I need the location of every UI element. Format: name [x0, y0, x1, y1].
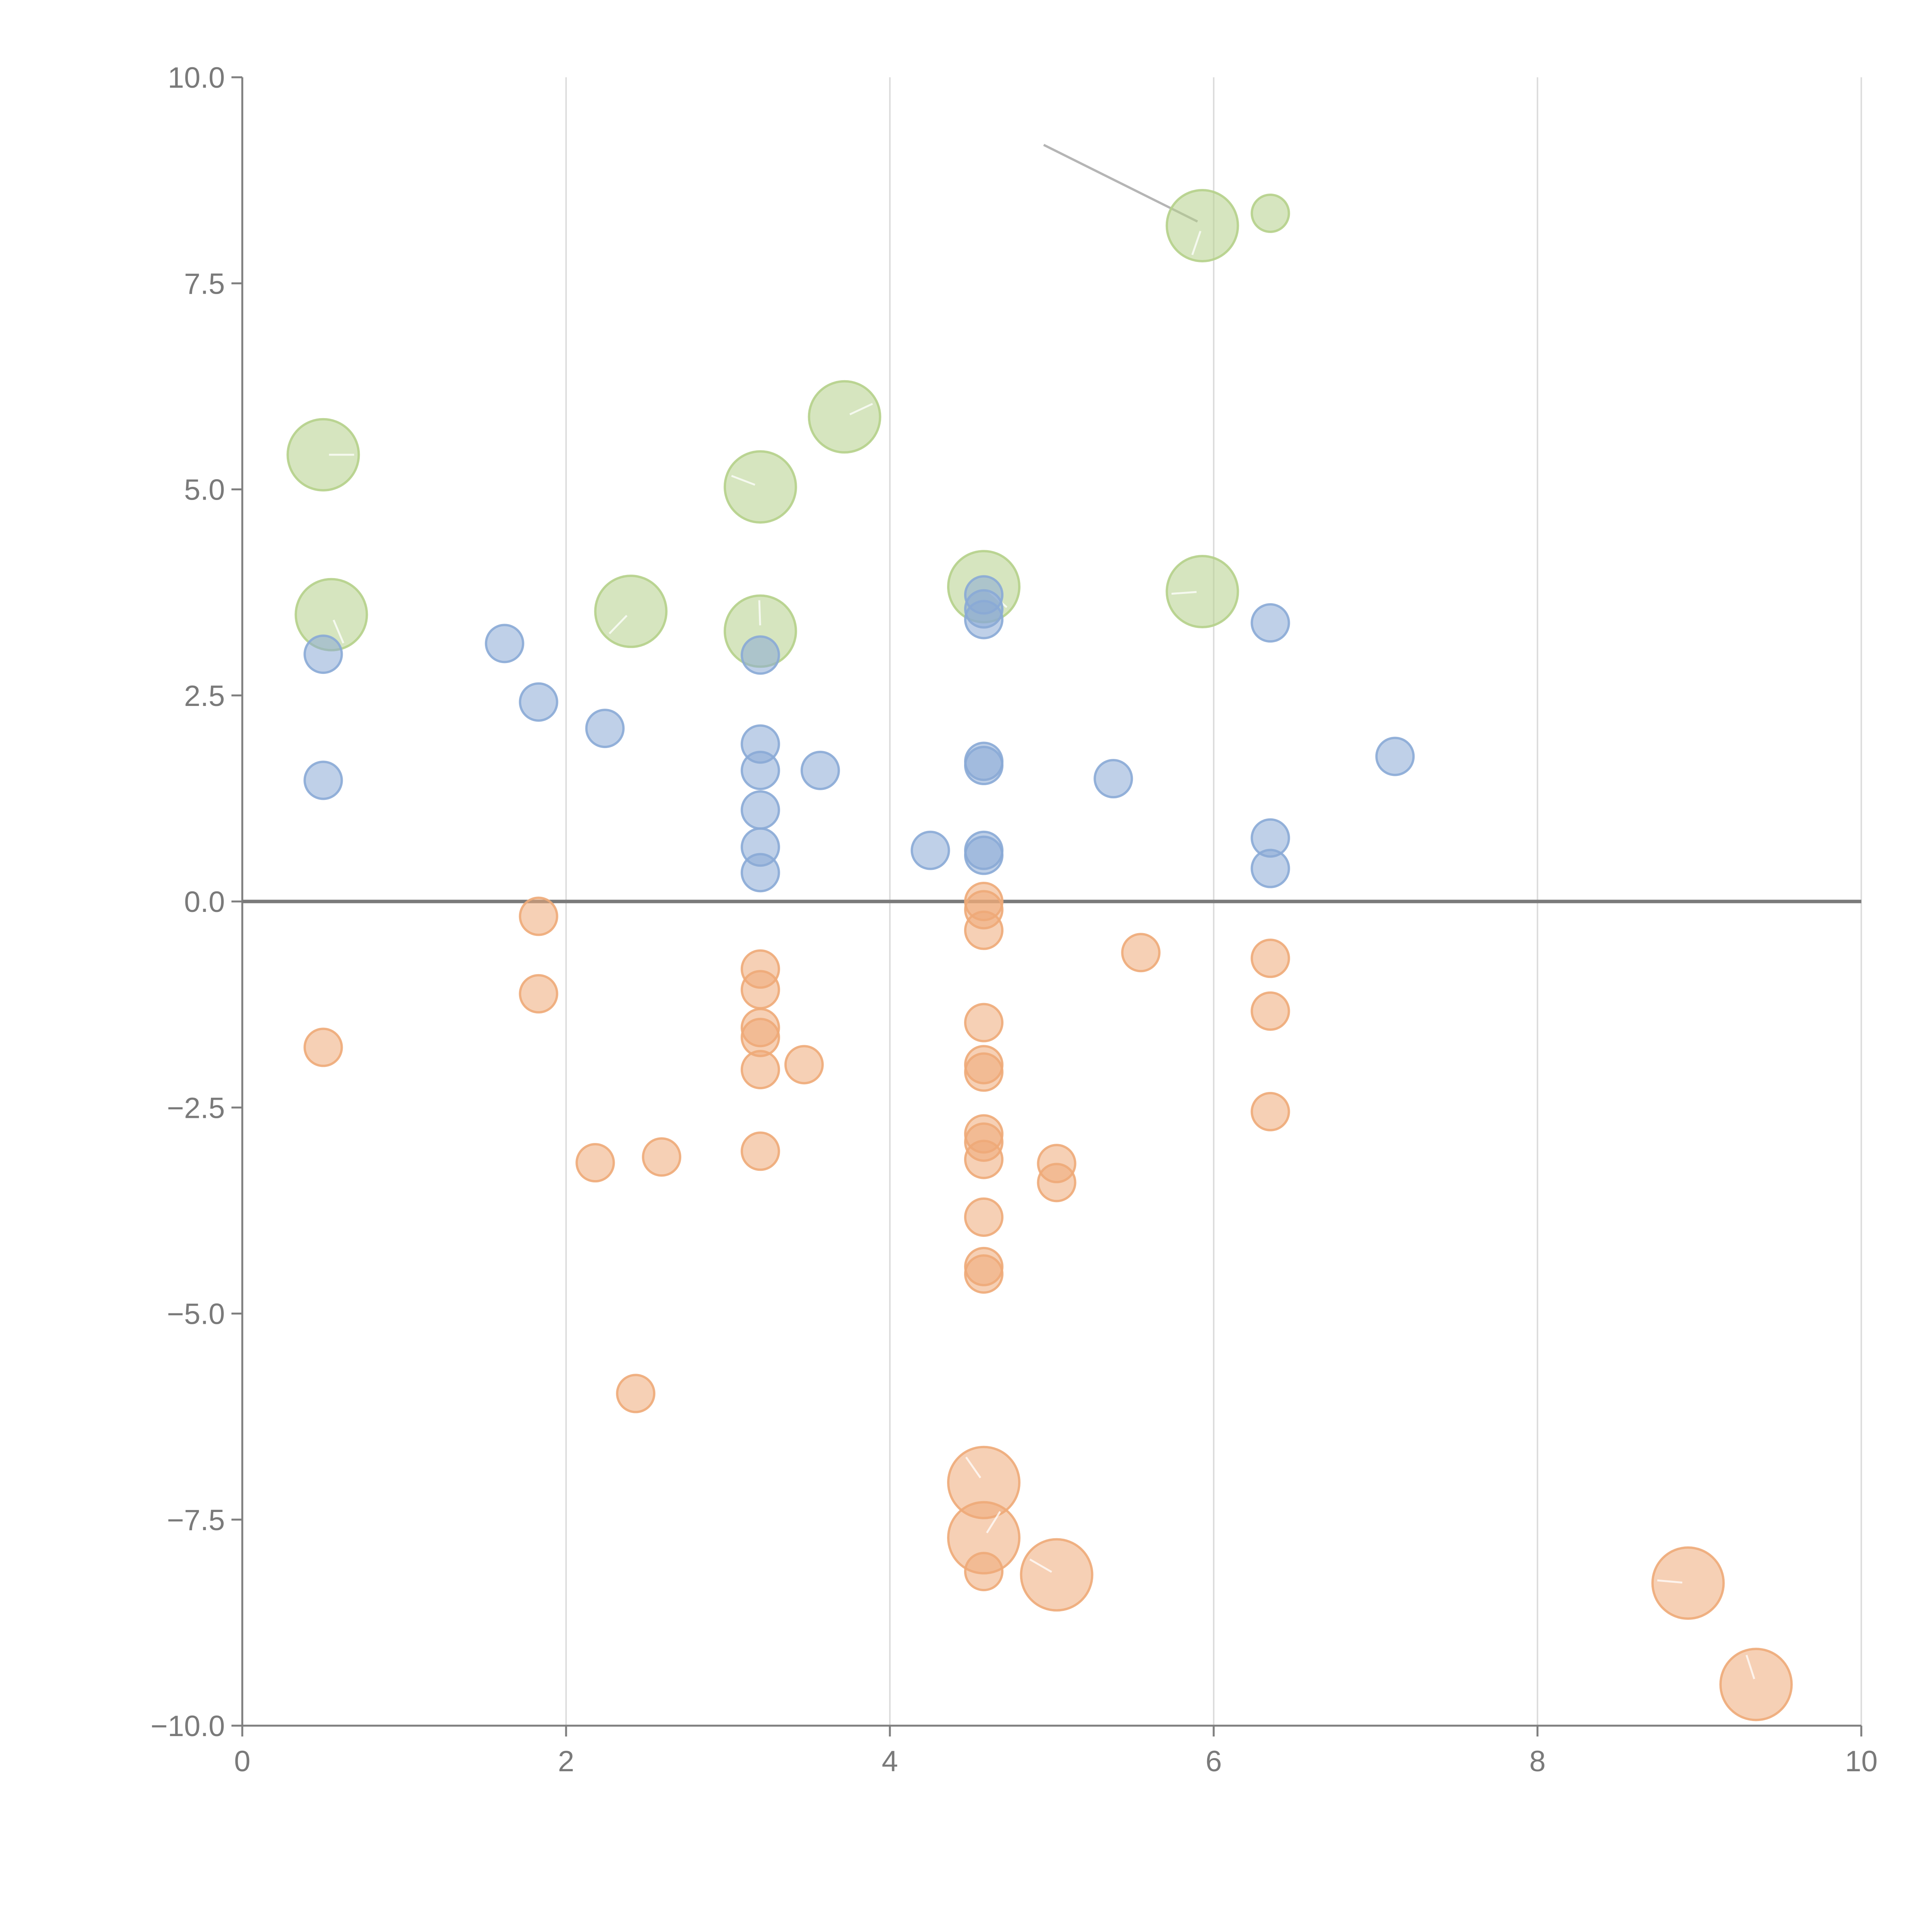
- point-blue-8: [740, 790, 780, 830]
- point-blue-24: [1375, 736, 1415, 776]
- point-blue-17: [964, 746, 1004, 786]
- point-blue-20: [1094, 759, 1133, 799]
- point-orange-1: [519, 896, 558, 936]
- bubble-highlight: [986, 1511, 1001, 1534]
- y-tick-label: −7.5: [167, 1504, 225, 1537]
- y-tick-label: 10.0: [168, 61, 225, 94]
- point-orange-35: [1651, 1546, 1725, 1620]
- point-green-0: [286, 418, 360, 492]
- point-green-3: [723, 450, 797, 524]
- point-green-5: [808, 380, 881, 454]
- y-axis-ticks: 10.0 7.5 5.0 2.5 0.0 −2.5 −5.0 −7.5 −10.0: [151, 61, 242, 1743]
- point-orange-11: [740, 1131, 780, 1171]
- point-blue-0: [303, 634, 343, 674]
- point-orange-27: [964, 1552, 1004, 1592]
- y-tick-label: 2.5: [184, 680, 225, 713]
- point-green-7: [1165, 189, 1239, 262]
- point-orange-0: [303, 1027, 343, 1067]
- y-tick-label: −10.0: [151, 1710, 225, 1743]
- x-axis-ticks: 0 2 4 6 8 10: [234, 1726, 1878, 1778]
- point-orange-7: [740, 970, 780, 1010]
- point-orange-22: [964, 1197, 1004, 1237]
- bubble-highlight: [333, 619, 345, 644]
- point-orange-18: [964, 1052, 1004, 1092]
- bubble-highlight: [1191, 231, 1202, 255]
- point-orange-4: [616, 1374, 656, 1413]
- data-points: [286, 189, 1793, 1721]
- point-orange-29: [1037, 1163, 1077, 1202]
- point-orange-12: [784, 1045, 824, 1085]
- y-tick-label: −5.0: [167, 1298, 225, 1331]
- point-orange-16: [964, 1003, 1004, 1043]
- point-blue-5: [740, 635, 780, 675]
- point-orange-15: [964, 910, 1004, 950]
- bubble-highlight: [1657, 1579, 1682, 1584]
- bubble-highlight: [1029, 1558, 1052, 1573]
- point-blue-21: [1250, 603, 1290, 643]
- point-blue-4: [585, 709, 625, 748]
- point-blue-12: [910, 830, 950, 870]
- bubble-highlight: [758, 600, 761, 626]
- point-orange-33: [1250, 991, 1290, 1031]
- point-blue-10: [740, 853, 780, 893]
- point-orange-5: [642, 1137, 682, 1177]
- point-orange-2: [519, 974, 558, 1014]
- point-green-2: [594, 575, 668, 648]
- bubble-highlight: [965, 1456, 981, 1478]
- bubble-highlight: [849, 403, 873, 415]
- bubble-highlight: [1171, 591, 1197, 595]
- point-orange-34: [1250, 1092, 1290, 1131]
- x-tick-label: 10: [1845, 1745, 1878, 1778]
- point-blue-3: [519, 682, 558, 722]
- bubble-highlight: [1745, 1655, 1755, 1679]
- y-tick-label: 5.0: [184, 474, 225, 507]
- point-green-8: [1165, 554, 1239, 628]
- point-blue-15: [964, 600, 1004, 639]
- point-blue-11: [800, 750, 840, 790]
- x-tick-label: 0: [234, 1745, 250, 1778]
- bubble-highlight: [731, 475, 755, 486]
- point-orange-10: [740, 1050, 780, 1090]
- point-blue-19: [964, 835, 1004, 875]
- point-blue-23: [1250, 849, 1290, 888]
- point-blue-2: [485, 624, 524, 663]
- x-tick-label: 6: [1206, 1745, 1222, 1778]
- point-blue-1: [303, 760, 343, 800]
- y-tick-label: −2.5: [167, 1092, 225, 1124]
- x-tick-label: 2: [558, 1745, 574, 1778]
- point-orange-31: [1121, 933, 1161, 973]
- x-tick-label: 8: [1529, 1745, 1546, 1778]
- point-orange-36: [1719, 1648, 1793, 1721]
- point-orange-30: [1020, 1538, 1094, 1612]
- bubble-highlight: [609, 615, 628, 634]
- x-tick-label: 4: [882, 1745, 898, 1778]
- y-tick-label: 0.0: [184, 886, 225, 918]
- y-tick-label: 7.5: [184, 267, 225, 300]
- point-orange-21: [964, 1139, 1004, 1179]
- point-orange-32: [1250, 939, 1290, 978]
- point-blue-7: [740, 750, 780, 790]
- point-green-9: [1250, 193, 1290, 233]
- point-orange-24: [964, 1254, 1004, 1294]
- point-orange-3: [575, 1143, 615, 1183]
